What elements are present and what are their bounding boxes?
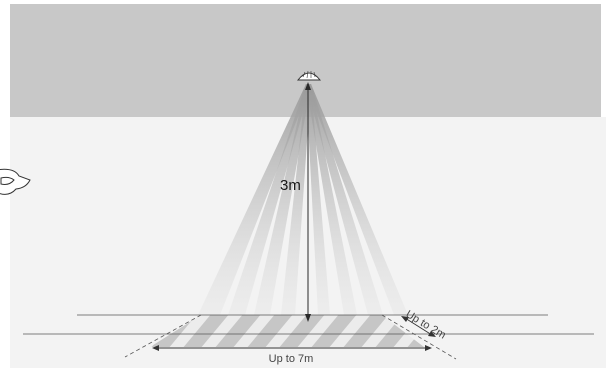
height-label: 3m xyxy=(280,177,301,194)
width-label: Up to 7m xyxy=(269,353,314,365)
